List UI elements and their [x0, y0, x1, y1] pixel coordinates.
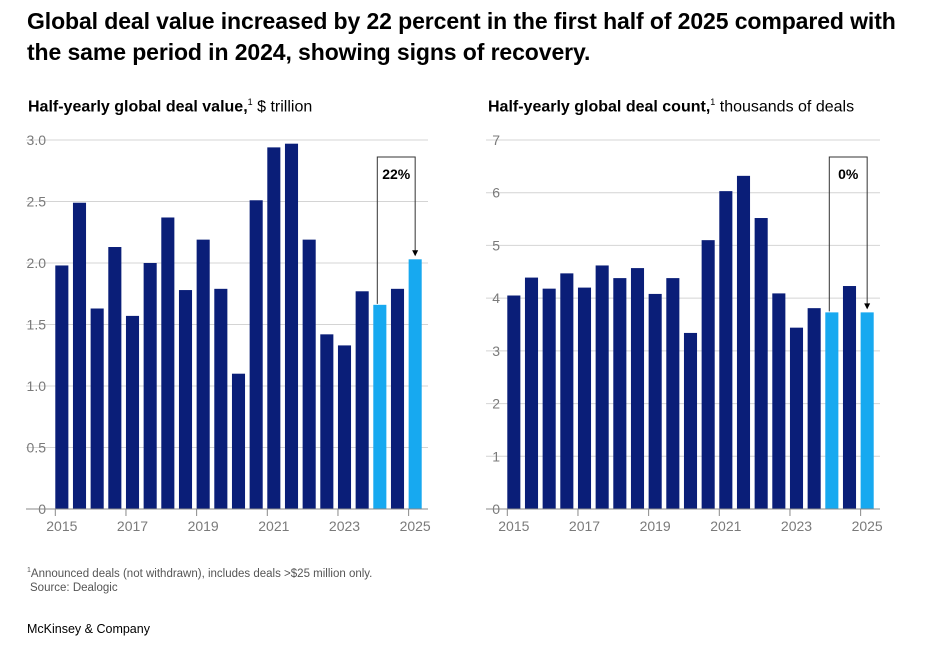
bar	[72, 202, 87, 509]
bar	[125, 315, 140, 509]
bar	[214, 288, 228, 509]
bar	[55, 265, 69, 509]
bar	[302, 239, 316, 509]
chart-title-deal-count: Half-yearly global deal count,1 thousand…	[488, 97, 854, 116]
y-tick-label: 2	[492, 396, 500, 412]
chart-title-bold: Half-yearly global deal value,	[28, 98, 248, 116]
y-tick-label: 3.0	[27, 132, 47, 148]
bar	[825, 312, 839, 509]
x-tick-label: 2019	[640, 518, 671, 534]
bar	[842, 286, 857, 509]
bar	[337, 345, 352, 509]
y-tick-label: 2.0	[27, 255, 47, 271]
x-tick-label: 2021	[710, 518, 741, 534]
annotation-arrowhead	[864, 303, 871, 310]
bar	[143, 263, 157, 509]
x-tick-label: 2015	[46, 518, 77, 534]
bar	[320, 334, 334, 509]
bar	[789, 327, 804, 509]
bar	[701, 240, 715, 509]
x-tick-label: 2025	[400, 518, 431, 534]
bar	[249, 200, 263, 509]
bar	[90, 308, 104, 509]
bar	[666, 278, 680, 509]
chart-title-footnote-marker: 1	[710, 97, 716, 107]
bar	[408, 259, 422, 509]
brand-logo-text: McKinsey & Company	[27, 622, 150, 636]
bar	[231, 373, 246, 509]
x-tick-label: 2017	[117, 518, 148, 534]
bar	[542, 288, 556, 509]
bar	[267, 147, 281, 509]
chart-title-unit: $ trillion	[252, 98, 313, 116]
bar	[355, 291, 369, 509]
bar	[613, 278, 627, 509]
annotation-label: 22%	[382, 166, 411, 182]
footnote-marker: 1	[27, 567, 31, 574]
bar	[719, 191, 733, 509]
annotation-label: 0%	[838, 166, 859, 182]
bar	[161, 217, 175, 509]
bar	[860, 312, 874, 509]
y-tick-label: 1.0	[27, 378, 47, 394]
chart-title-unit: thousands of deals	[715, 98, 855, 116]
bar	[648, 293, 662, 509]
bar	[577, 287, 592, 509]
bar	[507, 295, 521, 509]
x-tick-label: 2015	[498, 518, 529, 534]
bar	[108, 247, 122, 509]
y-tick-label: 1	[492, 448, 500, 464]
annotation-bracket	[376, 156, 416, 304]
y-tick-label: 6	[492, 185, 500, 201]
bar	[524, 277, 539, 509]
bar	[754, 218, 768, 509]
y-tick-label: 5	[492, 237, 500, 253]
x-tick-label: 2017	[569, 518, 600, 534]
bar	[284, 143, 299, 509]
bar	[630, 268, 645, 509]
y-tick-label: 2.5	[27, 194, 47, 210]
bar	[683, 332, 698, 509]
source-line: Source: Dealogic	[30, 581, 118, 594]
x-tick-label: 2023	[781, 518, 812, 534]
footnote: 1Announced deals (not withdrawn), includ…	[27, 564, 372, 595]
bar	[772, 293, 786, 509]
bar	[736, 175, 751, 510]
x-tick-label: 2025	[852, 518, 883, 534]
x-tick-label: 2021	[258, 518, 289, 534]
y-tick-label: 1.5	[27, 317, 47, 333]
x-tick-label: 2023	[329, 518, 360, 534]
headline: Global deal value increased by 22 percen…	[27, 8, 896, 65]
annotation-bracket	[828, 156, 868, 312]
bar	[390, 288, 405, 509]
bar	[196, 239, 210, 509]
chart-title-footnote-marker: 1	[247, 97, 253, 107]
y-tick-label: 3	[492, 343, 500, 359]
bar	[595, 265, 609, 509]
footnote-line: 1Announced deals (not withdrawn), includ…	[27, 564, 372, 581]
x-tick-label: 2019	[188, 518, 219, 534]
bar	[373, 304, 387, 509]
bar	[807, 308, 821, 509]
y-tick-label: 4	[492, 290, 500, 306]
y-tick-label: 0.5	[27, 440, 47, 456]
chart-title-deal-value: Half-yearly global deal value,1 $ trilli…	[28, 97, 312, 116]
bar	[560, 273, 574, 509]
chart-title-bold: Half-yearly global deal count,	[488, 98, 711, 116]
y-tick-label: 7	[492, 132, 500, 148]
footnote-text: Announced deals (not withdrawn), include…	[30, 567, 373, 580]
annotation-arrowhead	[412, 250, 419, 257]
bar	[178, 290, 193, 509]
